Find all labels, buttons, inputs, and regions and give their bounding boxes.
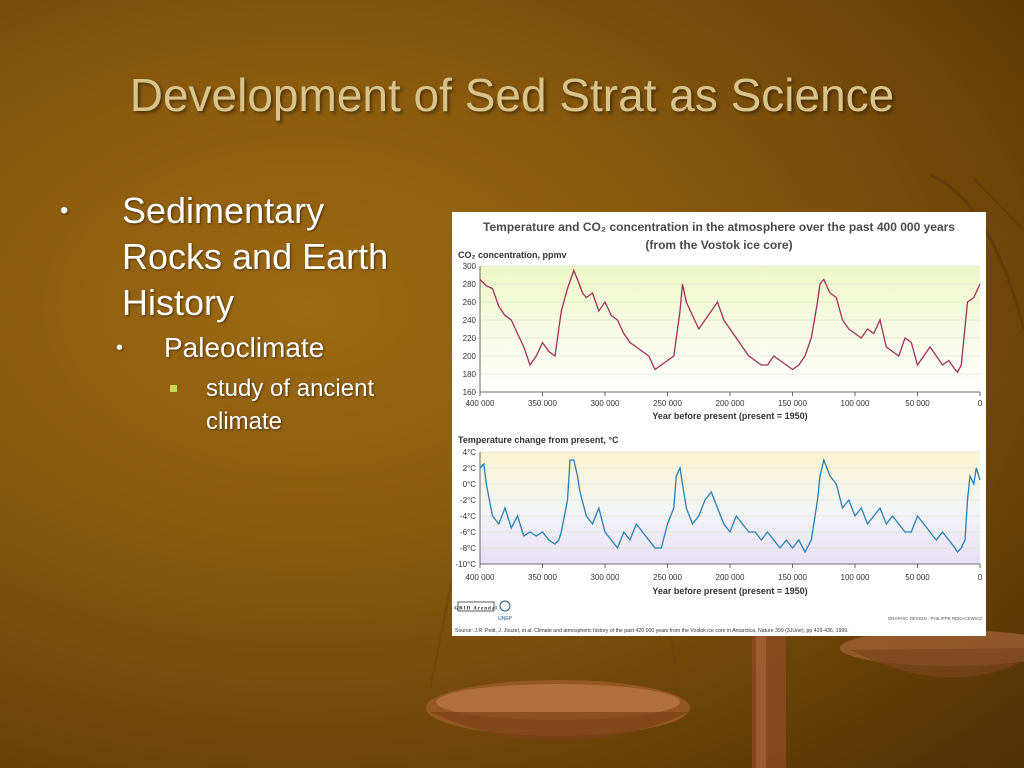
vostok-figure: Temperature and CO₂ concentration in the…: [452, 212, 986, 636]
co2-ytick-label: 200: [463, 352, 477, 361]
temp-ytick-label: 0°C: [463, 480, 477, 489]
co2-ytick-label: 280: [463, 280, 477, 289]
co2-ytick-label: 260: [463, 298, 477, 307]
co2-xtick-label: 50 000: [905, 399, 930, 408]
co2-xtick-label: 200 000: [716, 399, 745, 408]
co2-xtick-label: 150 000: [778, 399, 807, 408]
temp-plot-background: [480, 452, 980, 564]
temp-xtick-label: 0: [978, 573, 983, 582]
temp-ytick-label: 4°C: [463, 448, 477, 457]
grid-logo-lettering: GRID Arendal: [454, 607, 497, 612]
unep-logo: UNEP: [498, 600, 513, 622]
grid-arendal-logo: GRID Arendal: [454, 601, 497, 612]
figure-source-note: Source: J.R. Petit, J. Jouzel, et al. Cl…: [455, 628, 849, 634]
bullet-text-paleoclimate: Paleoclimate: [164, 332, 325, 363]
temp-ytick-label: -6°C: [460, 528, 476, 537]
bullet-level-3: study of ancient climate: [60, 372, 430, 438]
unep-lettering: UNEP: [498, 616, 513, 622]
bullet-text-study-ancient-climate: study of ancient climate: [206, 375, 375, 435]
temp-xtick-label: 50 000: [905, 573, 930, 582]
co2-ytick-label: 240: [463, 316, 477, 325]
co2-xtick-label: 100 000: [841, 399, 870, 408]
co2-x-axis-title: Year before present (present = 1950): [652, 411, 807, 421]
figure-title-line-1: Temperature and CO₂ concentration in the…: [483, 220, 955, 234]
co2-ytick-label: 300: [463, 262, 477, 271]
temp-ytick-label: -8°C: [460, 544, 476, 553]
co2-xtick-label: 0: [978, 399, 983, 408]
co2-axis-title: CO₂ concentration, ppmv: [458, 250, 567, 260]
temp-xtick-label: 100 000: [841, 573, 870, 582]
co2-ytick-label: 180: [463, 370, 477, 379]
temp-xtick-label: 350 000: [528, 573, 557, 582]
slide-title: Development of Sed Strat as Science: [129, 69, 895, 121]
temp-xtick-label: 250 000: [653, 573, 682, 582]
temp-ytick-label: -2°C: [460, 496, 476, 505]
temp-ytick-label: 2°C: [463, 464, 477, 473]
bullet-text-sedimentary-rocks: Sedimentary Rocks and Earth History: [122, 190, 389, 323]
bullet-level-1: • Sedimentary Rocks and Earth History: [60, 188, 430, 326]
bullet-dot: •: [116, 337, 124, 359]
co2-xtick-label: 300 000: [591, 399, 620, 408]
temp-xtick-label: 400 000: [466, 573, 495, 582]
co2-xtick-label: 400 000: [466, 399, 495, 408]
figure-title-line-2: (from the Vostok ice core): [645, 238, 792, 252]
temp-xtick-label: 200 000: [716, 573, 745, 582]
co2-xtick-label: 250 000: [653, 399, 682, 408]
bullet-list: • Sedimentary Rocks and Earth History • …: [60, 188, 430, 438]
co2-ytick-label: 220: [463, 334, 477, 343]
vostok-chart-svg: Temperature and CO₂ concentration in the…: [454, 220, 983, 634]
co2-series-line: [479, 268, 981, 374]
co2-xtick-label: 350 000: [528, 399, 557, 408]
temp-ytick-label: -10°C: [455, 560, 476, 569]
bullet-level-2: • Paleoclimate: [60, 330, 430, 366]
graphic-design-credit: GRAPHIC DESIGN : PHILIPPE REKACEWICZ: [888, 616, 983, 621]
temp-xtick-label: 300 000: [591, 573, 620, 582]
temp-x-axis-title: Year before present (present = 1950): [652, 586, 807, 596]
temp-axis-title: Temperature change from present, °C: [458, 435, 619, 445]
temp-xtick-label: 150 000: [778, 573, 807, 582]
bullet-dot: •: [60, 197, 69, 224]
temperature-series-line: [479, 457, 981, 554]
square-bullet-icon: [170, 385, 177, 392]
temp-ytick-label: -4°C: [460, 512, 476, 521]
co2-ytick-label: 160: [463, 388, 477, 397]
